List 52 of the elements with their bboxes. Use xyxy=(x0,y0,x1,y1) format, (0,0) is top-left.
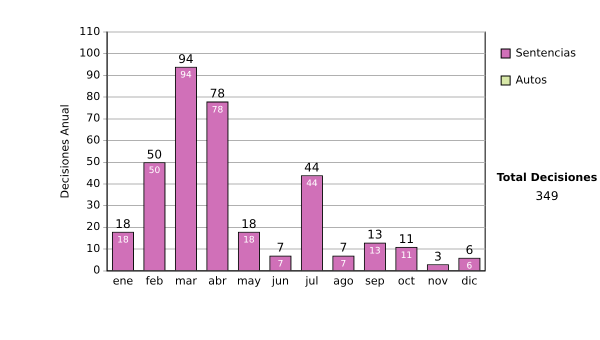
total-label: 11 xyxy=(398,232,414,246)
x-tick-label: abr xyxy=(208,274,228,288)
x-tick-label: oct xyxy=(398,274,416,288)
text: 349 xyxy=(536,189,558,204)
legend-label: Sentencias xyxy=(516,46,576,60)
x-tick-label: jul xyxy=(304,274,318,288)
x-tick-label: ene xyxy=(112,274,134,288)
total-label: 7 xyxy=(340,240,348,255)
text: Total Decisiones xyxy=(496,170,598,184)
data-label: 7 xyxy=(278,259,284,270)
data-label: 13 xyxy=(369,246,381,256)
x-tick-label: dic xyxy=(461,274,478,288)
legend-label: Autos xyxy=(516,73,548,86)
x-tick-label: ago xyxy=(333,274,354,288)
total-label: 18 xyxy=(241,216,257,231)
y-tick-label: 10 xyxy=(86,242,100,255)
data-label: 50 xyxy=(148,166,160,176)
y-axis-title: Decisiones Anual xyxy=(58,104,72,198)
y-tick-label: 0 xyxy=(93,264,100,277)
y-tick-label: 50 xyxy=(86,155,100,168)
y-tick-label: 30 xyxy=(86,198,100,212)
data-label: 6 xyxy=(466,262,473,272)
y-tick-label: 110 xyxy=(79,24,100,38)
y-tick-label: 40 xyxy=(86,176,100,190)
x-tick-label: mar xyxy=(174,274,198,288)
data-label: 94 xyxy=(180,70,192,81)
total-label: 50 xyxy=(146,147,162,162)
y-tick-label: 60 xyxy=(86,133,100,146)
y-tick-label: 80 xyxy=(86,90,100,103)
x-tick-label: feb xyxy=(146,274,164,288)
data-label: 7 xyxy=(340,259,346,270)
total-label: 18 xyxy=(115,216,131,231)
x-tick-label: nov xyxy=(428,274,448,288)
x-tick-label: jun xyxy=(270,274,289,288)
x-tick-label: may xyxy=(236,274,262,288)
total-label: 78 xyxy=(210,86,226,101)
y-tick-label: 70 xyxy=(86,112,100,125)
total-label: 94 xyxy=(178,52,194,66)
total-label: 44 xyxy=(304,160,320,174)
y-tick-label: 20 xyxy=(86,220,100,234)
total-label: 7 xyxy=(276,240,284,255)
data-label: 78 xyxy=(212,105,224,116)
total-label: 3 xyxy=(434,249,442,264)
y-tick-label: 90 xyxy=(86,68,100,82)
y-tick-label: 100 xyxy=(79,46,100,60)
data-label: 18 xyxy=(117,236,129,246)
data-label: 18 xyxy=(243,236,255,246)
x-tick-label: sep xyxy=(365,274,385,288)
data-label: 44 xyxy=(306,179,318,190)
total-label: 13 xyxy=(367,228,383,242)
total-label: 6 xyxy=(466,242,474,257)
data-label: 11 xyxy=(400,250,412,261)
